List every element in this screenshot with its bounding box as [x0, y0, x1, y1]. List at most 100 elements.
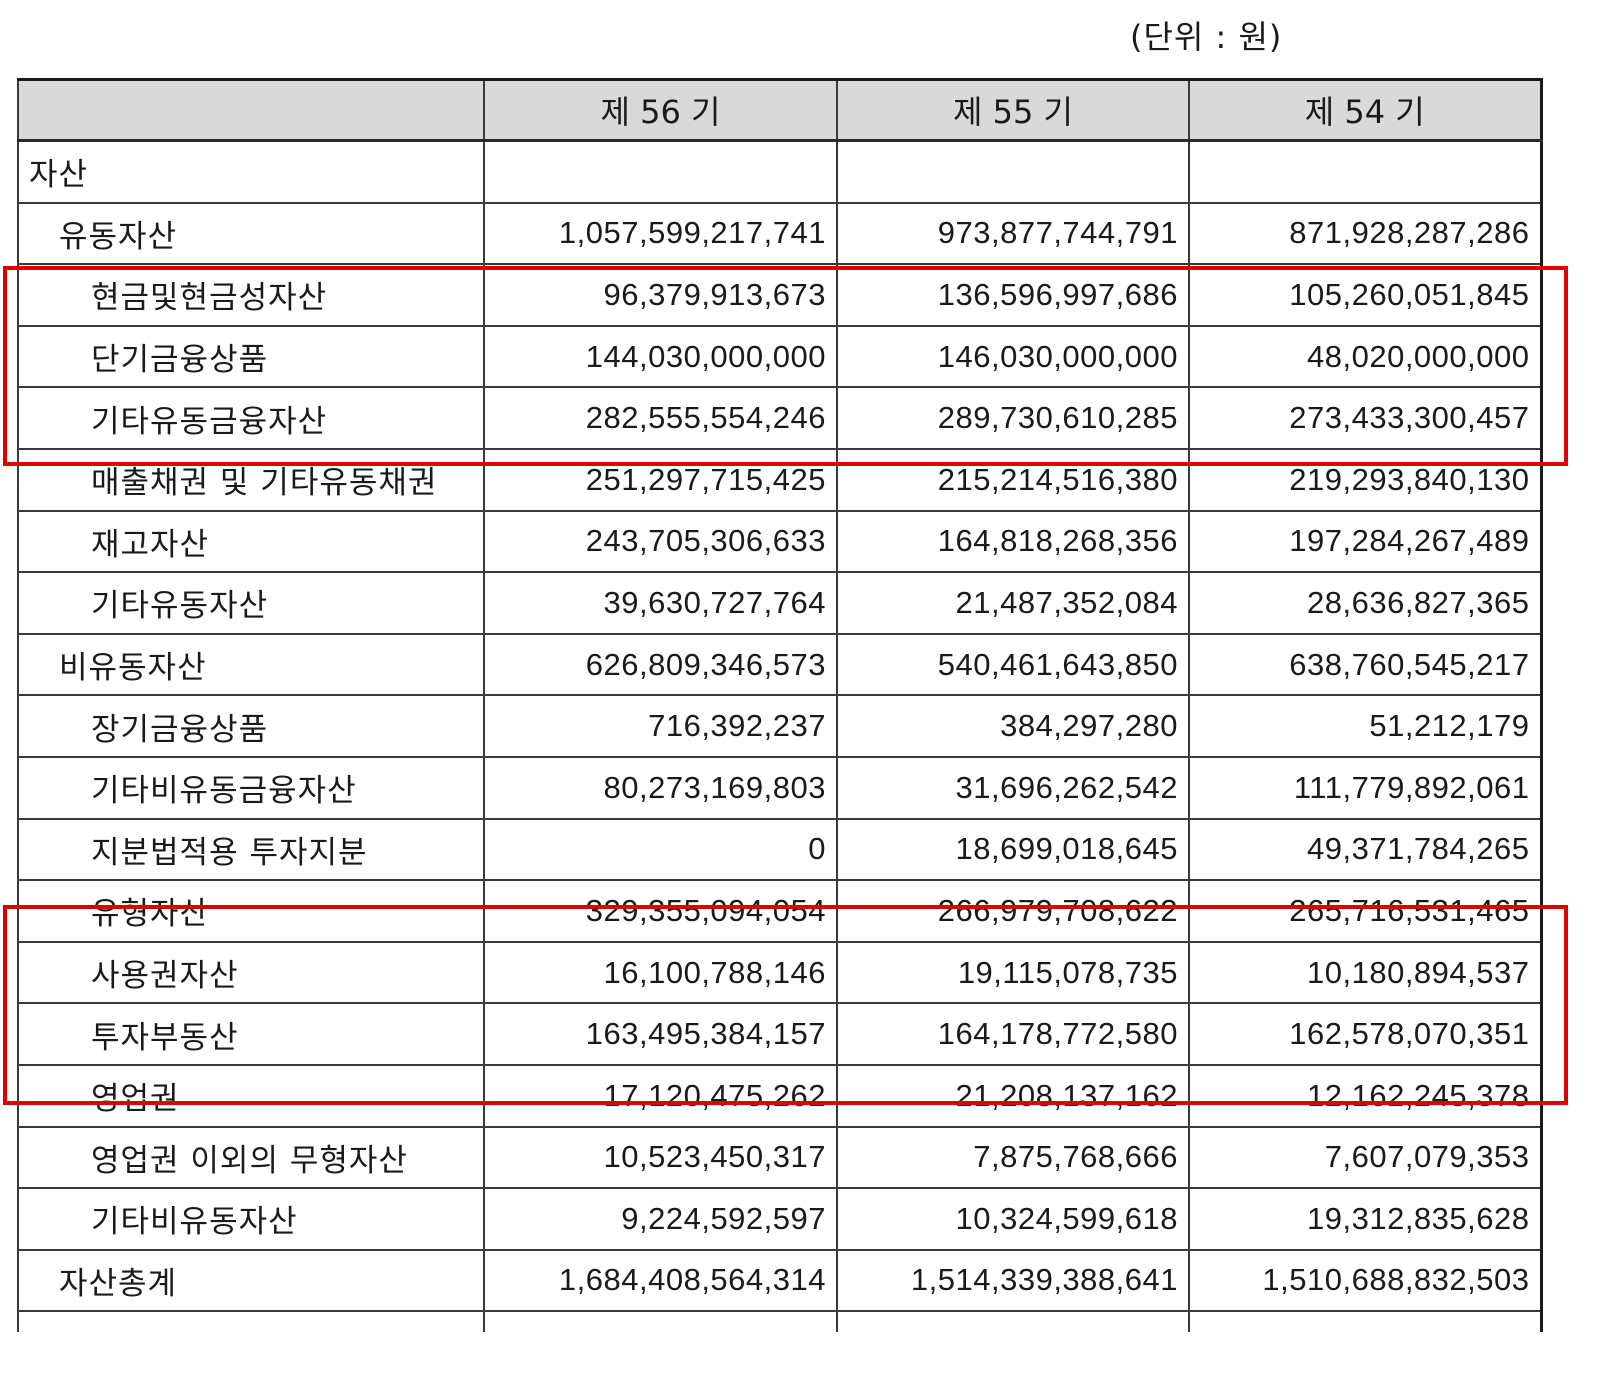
value-period-54: 273,433,300,457: [1188, 386, 1542, 450]
row-label: 기타유동금융자산: [17, 386, 485, 450]
value-period-55: 21,487,352,084: [836, 571, 1190, 635]
row-label: 비유동자산: [17, 632, 485, 697]
value-period-56: 0: [483, 817, 838, 882]
value-period-56: 243,705,306,633: [483, 509, 838, 574]
table-row: 기타유동자산 39,630,727,764 21,487,352,084 28,…: [17, 571, 1542, 635]
value-period-55: 384,297,280: [836, 694, 1190, 758]
table-row: 자산총계 1,684,408,564,314 1,514,339,388,641…: [17, 1248, 1542, 1313]
value-period-56: 163,495,384,157: [483, 1002, 838, 1066]
header-period-56: 제 56 기: [483, 78, 838, 142]
value-period-54: 111,779,892,061: [1188, 755, 1542, 820]
table-row: 영업권 이외의 무형자산 10,523,450,317 7,875,768,66…: [17, 1125, 1542, 1190]
table-row: 유형자산 329,355,094,054 266,979,708,622 265…: [17, 879, 1542, 943]
value-period-54: 265,716,531,465: [1188, 879, 1542, 943]
row-label: 자산총계: [17, 1248, 485, 1313]
value-period-55: 289,730,610,285: [836, 386, 1190, 450]
value-period-54: [1188, 139, 1542, 204]
header-period-54: 제 54 기: [1188, 78, 1542, 142]
table-row: 비유동자산 626,809,346,573 540,461,643,850 63…: [17, 632, 1542, 697]
header-blank-cell: [17, 78, 485, 142]
row-label: 장기금융상품: [17, 694, 485, 758]
value-period-55: 31,696,262,542: [836, 755, 1190, 820]
table-row: 매출채권 및 기타유동채권 251,297,715,425 215,214,51…: [17, 447, 1542, 512]
table-row: 단기금융상품 144,030,000,000 146,030,000,000 4…: [17, 324, 1542, 389]
value-period-54: 197,284,267,489: [1188, 509, 1542, 574]
table-row: 지분법적용 투자지분 0 18,699,018,645 49,371,784,2…: [17, 817, 1542, 882]
header-row: 제 56 기 제 55 기 제 54 기: [17, 78, 1542, 142]
row-label: 투자부동산: [17, 1002, 485, 1066]
value-period-54: 12,162,245,378: [1188, 1063, 1542, 1128]
table-row: 자산: [17, 139, 1542, 204]
row-label: 현금및현금성자산: [17, 263, 485, 327]
value-period-56: 329,355,094,054: [483, 879, 838, 943]
value-period-54: 19,312,835,628: [1188, 1187, 1542, 1251]
row-label: 재고자산: [17, 509, 485, 574]
cutoff-cell: [17, 1310, 485, 1333]
balance-sheet-table: 제 56 기 제 55 기 제 54 기 자산 유동자산 1,057,599,2…: [17, 78, 1543, 1333]
value-period-54: 51,212,179: [1188, 694, 1542, 758]
row-label: 지분법적용 투자지분: [17, 817, 485, 882]
value-period-55: 146,030,000,000: [836, 324, 1190, 389]
value-period-55: 215,214,516,380: [836, 447, 1190, 512]
row-label: 기타비유동금융자산: [17, 755, 485, 820]
table-row: 현금및현금성자산 96,379,913,673 136,596,997,686 …: [17, 263, 1542, 327]
row-label: 유동자산: [17, 201, 485, 266]
value-period-56: 80,273,169,803: [483, 755, 838, 820]
value-period-55: 1,514,339,388,641: [836, 1248, 1190, 1313]
row-label: 영업권 이외의 무형자산: [17, 1125, 485, 1190]
value-period-55: [836, 139, 1190, 204]
value-period-55: 18,699,018,645: [836, 817, 1190, 882]
value-period-55: 136,596,997,686: [836, 263, 1190, 327]
cutoff-cell: [483, 1310, 838, 1333]
value-period-56: 251,297,715,425: [483, 447, 838, 512]
table-row: 유동자산 1,057,599,217,741 973,877,744,791 8…: [17, 201, 1542, 266]
value-period-56: 1,057,599,217,741: [483, 201, 838, 266]
value-period-54: 219,293,840,130: [1188, 447, 1542, 512]
value-period-55: 164,818,268,356: [836, 509, 1190, 574]
value-period-54: 1,510,688,832,503: [1188, 1248, 1542, 1313]
row-label: 매출채권 및 기타유동채권: [17, 447, 485, 512]
value-period-55: 164,178,772,580: [836, 1002, 1190, 1066]
header-period-55: 제 55 기: [836, 78, 1190, 142]
value-period-56: 282,555,554,246: [483, 386, 838, 450]
value-period-56: 10,523,450,317: [483, 1125, 838, 1190]
value-period-54: 638,760,545,217: [1188, 632, 1542, 697]
value-period-55: 540,461,643,850: [836, 632, 1190, 697]
value-period-55: 7,875,768,666: [836, 1125, 1190, 1190]
value-period-54: 48,020,000,000: [1188, 324, 1542, 389]
value-period-56: 39,630,727,764: [483, 571, 838, 635]
value-period-54: 871,928,287,286: [1188, 201, 1542, 266]
value-period-55: 21,208,137,162: [836, 1063, 1190, 1128]
table-row: 기타비유동금융자산 80,273,169,803 31,696,262,542 …: [17, 755, 1542, 820]
value-period-56: 144,030,000,000: [483, 324, 838, 389]
value-period-55: 266,979,708,622: [836, 879, 1190, 943]
value-period-54: 7,607,079,353: [1188, 1125, 1542, 1190]
value-period-56: 16,100,788,146: [483, 940, 838, 1005]
row-label: 영업권: [17, 1063, 485, 1128]
value-period-56: 9,224,592,597: [483, 1187, 838, 1251]
value-period-56: 626,809,346,573: [483, 632, 838, 697]
value-period-55: 19,115,078,735: [836, 940, 1190, 1005]
value-period-56: 1,684,408,564,314: [483, 1248, 838, 1313]
row-label: 단기금융상품: [17, 324, 485, 389]
value-period-55: 973,877,744,791: [836, 201, 1190, 266]
table-row: 투자부동산 163,495,384,157 164,178,772,580 16…: [17, 1002, 1542, 1066]
table-row: 사용권자산 16,100,788,146 19,115,078,735 10,1…: [17, 940, 1542, 1005]
value-period-56: 17,120,475,262: [483, 1063, 838, 1128]
row-label: 자산: [17, 139, 485, 204]
value-period-54: 162,578,070,351: [1188, 1002, 1542, 1066]
table-row: 재고자산 243,705,306,633 164,818,268,356 197…: [17, 509, 1542, 574]
value-period-54: 28,636,827,365: [1188, 571, 1542, 635]
value-period-56: 716,392,237: [483, 694, 838, 758]
value-period-54: 10,180,894,537: [1188, 940, 1542, 1005]
cutoff-cell: [1188, 1310, 1542, 1333]
table-row: 장기금융상품 716,392,237 384,297,280 51,212,17…: [17, 694, 1542, 758]
unit-label: (단위 : 원): [1130, 18, 1283, 56]
row-label: 유형자산: [17, 879, 485, 943]
table-row: 기타비유동자산 9,224,592,597 10,324,599,618 19,…: [17, 1187, 1542, 1251]
value-period-56: 96,379,913,673: [483, 263, 838, 327]
row-label: 기타유동자산: [17, 571, 485, 635]
value-period-56: [483, 139, 838, 204]
value-period-55: 10,324,599,618: [836, 1187, 1190, 1251]
table-row: 영업권 17,120,475,262 21,208,137,162 12,162…: [17, 1063, 1542, 1128]
